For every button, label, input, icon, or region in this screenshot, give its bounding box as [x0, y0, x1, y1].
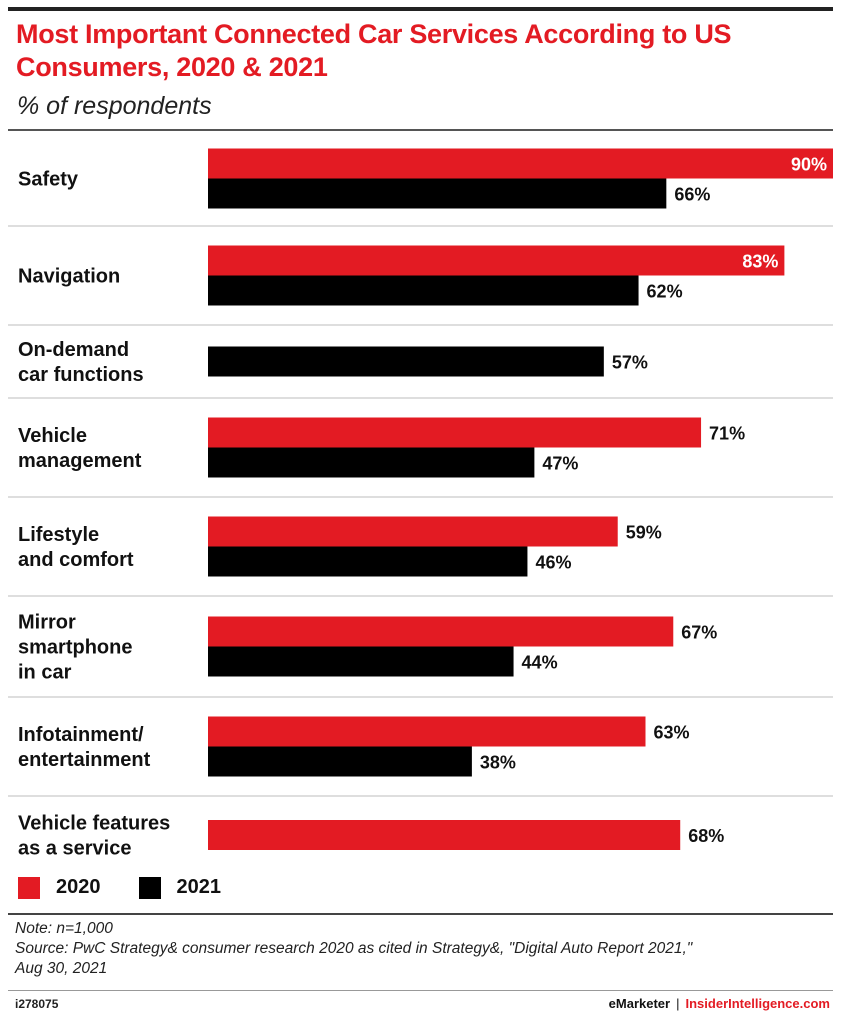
bar-2020-vehicle-management [208, 417, 702, 448]
bar-2020-mirror-smartphone-in-car [208, 616, 674, 647]
value-label-2021-lifestyle-and-comfort: 46% [535, 553, 571, 573]
chart-subtitle: % of respondents [17, 92, 212, 120]
value-label-2020-mirror-smartphone-in-car: 67% [681, 623, 717, 643]
bar-2020-vehicle-features-as-a-service [208, 820, 681, 850]
category-label-on-demand-car-functions: car functions [18, 364, 144, 386]
bar-2020-safety [208, 148, 833, 179]
notes-rule [8, 913, 833, 915]
category-label-safety: Safety [18, 169, 79, 191]
category-label-lifestyle-and-comfort: Lifestyle [18, 524, 99, 546]
category-label-mirror-smartphone-in-car: Mirror [18, 612, 76, 634]
legend-swatch-2021 [138, 876, 161, 899]
bar-2020-infotainment-entertainment [208, 716, 646, 747]
legend-item-2021: 2021 [138, 876, 222, 899]
note-text: Note: n=1,000 [15, 920, 113, 937]
brand-separator: | [676, 996, 680, 1011]
legend: 2020 2021 [18, 876, 259, 899]
bar-chart: Safety 90% 66% Navigation 83% 62% On-demand car… [8, 148, 833, 860]
category-label-vehicle-management: management [18, 450, 142, 472]
value-label-2021-vehicle-management: 47% [542, 454, 578, 474]
bar-2021-on-demand-car-functions [208, 346, 604, 377]
category-label-navigation: Navigation [18, 266, 120, 288]
category-label-infotainment-entertainment: entertainment [18, 749, 151, 771]
category-label-vehicle-management: Vehicle [18, 425, 87, 447]
subtitle-rule [8, 129, 833, 131]
category-label-mirror-smartphone-in-car: in car [18, 662, 72, 684]
bar-2021-safety [208, 178, 667, 209]
value-label-2020-vehicle-features-as-a-service: 68% [688, 826, 724, 846]
bar-2021-navigation [208, 275, 639, 306]
legend-swatch-2020 [18, 876, 40, 899]
value-label-2020-infotainment-entertainment: 63% [654, 723, 690, 743]
bar-2020-navigation [208, 245, 785, 276]
value-label-2020-lifestyle-and-comfort: 59% [626, 523, 662, 543]
bar-2021-vehicle-management [208, 447, 535, 478]
category-label-vehicle-features-as-a-service: as a service [18, 838, 131, 860]
category-label-mirror-smartphone-in-car: smartphone [18, 637, 132, 659]
brand-insider-intelligence: InsiderIntelligence.com [685, 996, 831, 1011]
category-label-vehicle-features-as-a-service: Vehicle features [18, 813, 170, 835]
value-label-2021-safety: 66% [674, 185, 710, 205]
value-label-2021-navigation: 62% [647, 282, 683, 302]
footer-brand: eMarketer | InsiderIntelligence.com [609, 996, 830, 1011]
top-rule [8, 7, 833, 11]
legend-label-2020: 2020 [56, 876, 101, 898]
value-label-2020-safety: 90% [791, 155, 827, 175]
value-label-2020-vehicle-management: 71% [709, 424, 745, 444]
footer-rule [8, 990, 833, 991]
bar-2021-infotainment-entertainment [208, 746, 472, 777]
value-label-2020-navigation: 83% [742, 252, 778, 272]
value-label-2021-on-demand-car-functions: 57% [612, 353, 648, 373]
bar-2021-lifestyle-and-comfort [208, 546, 528, 577]
notes: Note: n=1,000 Source: PwC Strategy& cons… [15, 919, 815, 979]
source-text-line1: Source: PwC Strategy& consumer research … [15, 940, 693, 957]
brand-emarketer: eMarketer [608, 996, 671, 1011]
bar-2020-lifestyle-and-comfort [208, 516, 618, 547]
category-label-on-demand-car-functions: On-demand [18, 339, 129, 361]
chart-title: Most Important Connected Car Services Ac… [16, 19, 732, 82]
category-label-lifestyle-and-comfort: and comfort [18, 549, 134, 571]
chart-id: i278075 [15, 997, 59, 1011]
legend-label-2021: 2021 [176, 876, 222, 898]
source-text-line2: Aug 30, 2021 [15, 960, 108, 977]
bar-2021-mirror-smartphone-in-car [208, 646, 514, 677]
category-label-infotainment-entertainment: Infotainment/ [18, 724, 144, 746]
legend-item-2020: 2020 [18, 876, 101, 899]
value-label-2021-mirror-smartphone-in-car: 44% [522, 653, 558, 673]
value-label-2021-infotainment-entertainment: 38% [480, 753, 516, 773]
